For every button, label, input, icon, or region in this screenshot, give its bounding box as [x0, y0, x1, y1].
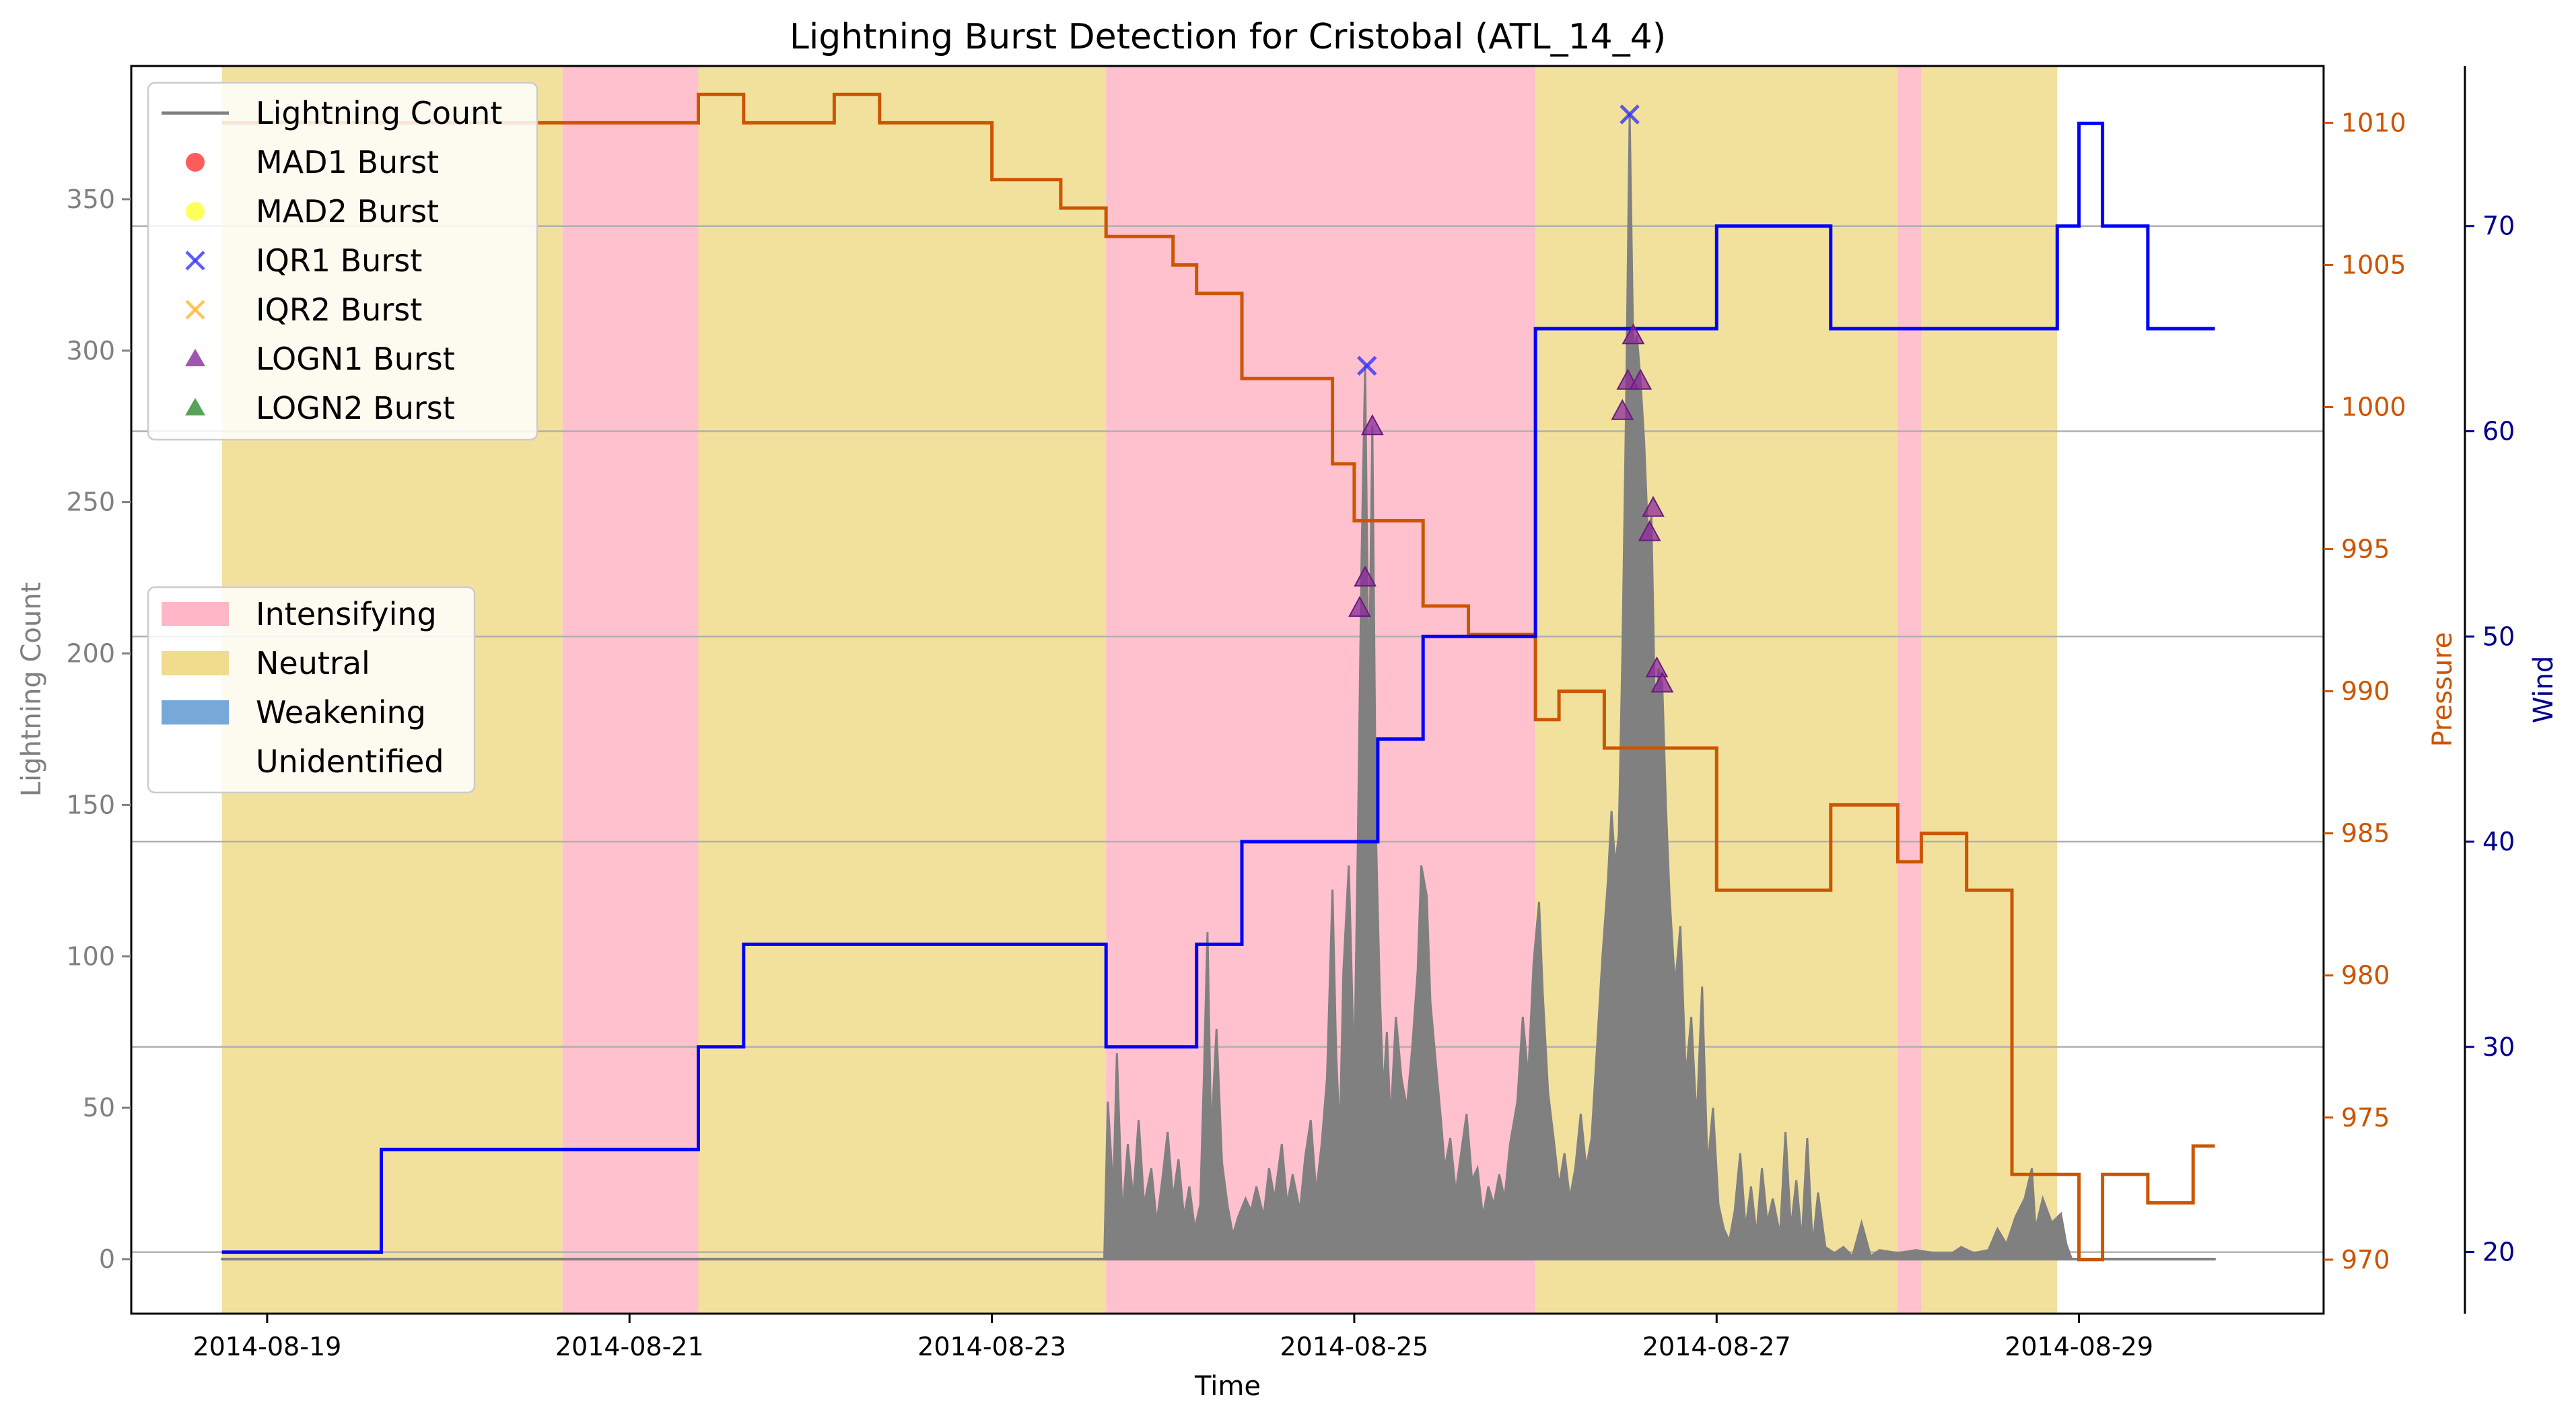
legend-circle-swatch: [186, 153, 205, 172]
chart-title: Lightning Burst Detection for Cristobal …: [790, 17, 1666, 57]
logn1-burst-marker: [1354, 565, 1377, 587]
pressure-tick-label: 1005: [2341, 250, 2406, 279]
x-axis-label: Time: [1194, 1371, 1261, 1402]
pressure-tick-label: 1010: [2341, 108, 2406, 137]
lightning-axis: 0 50 100 150 200 250 300 350: [66, 184, 131, 1274]
legend-phases: Intensifying Neutral Weakening Unidentified: [147, 586, 476, 794]
legend-markers-frame: [147, 81, 538, 441]
phase-band-intensifying: [562, 66, 699, 1314]
phase-band-intensifying: [1106, 66, 1536, 1314]
pressure-tick-label: 1000: [2341, 393, 2406, 422]
logn1-burst-marker: [1360, 414, 1384, 436]
pressure-tick-label: 995: [2341, 535, 2390, 564]
pressure-series: [221, 92, 2215, 1262]
pressure-tick-label: 980: [2341, 961, 2390, 990]
wind-tick-label: 20: [2482, 1238, 2515, 1267]
phase-band-neutral: [698, 66, 1107, 1314]
pressure-axis: 970 975 980 985 990 995 1000 1005 1010: [2324, 108, 2406, 1275]
legend-phase-entry: Neutral: [162, 645, 370, 681]
pressure-line: [221, 92, 2215, 1262]
iqr1-burst-marker: [1356, 356, 1377, 376]
legend-entry-label: LOGN1 Burst: [256, 341, 455, 377]
logn1-burst-marker: [1622, 323, 1645, 345]
legend-phase-entry: Unidentified: [256, 743, 444, 780]
wind-tick-label: 50: [2482, 621, 2515, 651]
wind-line: [221, 121, 2215, 1254]
pressure-axis-label: Pressure: [2427, 632, 2458, 747]
legend-entry-label: LOGN2 Burst: [256, 390, 455, 426]
wind-tick-label: 60: [2482, 416, 2515, 446]
legend-entry: IQR2 Burst: [185, 292, 422, 328]
legend-markers: Lightning Count MAD1 Burst MAD2 Burst IQR1 …: [147, 81, 538, 441]
logn1-burst-marker: [1611, 399, 1634, 420]
lightning-tick-label: 100: [66, 941, 115, 971]
legend-x-swatch: [185, 250, 205, 271]
phase-band-intensifying: [1898, 66, 1922, 1314]
legend-phase-swatch: [162, 700, 229, 724]
wind-tick-label: 40: [2482, 827, 2515, 856]
lightning-tick-label: 150: [66, 790, 115, 819]
wind-series: [221, 121, 2215, 1254]
legend-entry: MAD2 Burst: [186, 193, 439, 230]
burst-markers: [1348, 104, 1674, 693]
wind-tick-label: 30: [2482, 1032, 2515, 1062]
legend-phase-swatch: [162, 651, 229, 675]
logn1-burst-marker: [1629, 368, 1652, 390]
x-tick-label: 2014-08-23: [917, 1332, 1066, 1361]
wind-axis-label: Wind: [2528, 656, 2559, 724]
logn1-burst-marker: [1348, 595, 1371, 617]
legend-triangle-swatch: [185, 349, 205, 366]
legend-x-swatch: [185, 300, 205, 320]
x-tick-label: 2014-08-25: [1280, 1332, 1428, 1361]
x-tick-label: 2014-08-29: [2005, 1332, 2153, 1361]
logn1-burst-marker: [1645, 656, 1669, 678]
lightning-axis-label: Lightning Count: [16, 582, 47, 797]
lightning-count-series: [220, 114, 2216, 1261]
legend-entry: MAD1 Burst: [186, 144, 439, 180]
lightning-tick-label: 250: [66, 487, 115, 517]
legend-entry-label: MAD1 Burst: [256, 144, 439, 180]
legend-entry-label: IQR1 Burst: [256, 242, 422, 279]
pressure-tick-label: 975: [2341, 1103, 2390, 1133]
x-tick-label: 2014-08-27: [1642, 1332, 1791, 1361]
lightning-tick-label: 350: [66, 184, 115, 214]
legend-entry: LOGN2 Burst: [185, 390, 455, 426]
legend-entry-label: Lightning Count: [256, 95, 502, 131]
lightning-tick-label: 50: [83, 1093, 115, 1122]
legend-phase-label: Weakening: [256, 694, 426, 731]
legend-phase-label: Intensifying: [256, 596, 437, 632]
lightning-count-area: [220, 114, 2216, 1260]
pressure-tick-label: 970: [2341, 1245, 2390, 1275]
legend-phase-entry: Weakening: [162, 694, 426, 731]
lightning-tick-label: 200: [66, 639, 115, 669]
legend-entry: LOGN1 Burst: [185, 341, 455, 377]
logn1-burst-marker: [1642, 496, 1665, 517]
phase-band-neutral: [1921, 66, 2058, 1314]
legend-phases-frame: [147, 586, 476, 794]
x-tick-label: 2014-08-21: [555, 1332, 704, 1361]
legend-entry-label: MAD2 Burst: [256, 193, 439, 230]
legend-phase-label: Neutral: [256, 645, 370, 681]
pressure-tick-label: 985: [2341, 819, 2390, 848]
legend-entry: IQR1 Burst: [185, 242, 422, 279]
iqr1-burst-marker: [1620, 104, 1640, 125]
legend-entry-label: IQR2 Burst: [256, 292, 422, 328]
logn1-burst-marker: [1638, 520, 1661, 541]
legend-circle-swatch: [186, 202, 205, 221]
legend-phase-label: Unidentified: [256, 743, 444, 780]
x-tick-label: 2014-08-19: [193, 1332, 341, 1361]
wind-axis: 20 30 40 50 60 70: [2465, 211, 2515, 1267]
logn1-burst-marker: [1650, 671, 1674, 693]
lightning-tick-label: 300: [66, 336, 115, 366]
legend-phase-entry: Intensifying: [162, 596, 437, 632]
lightning-tick-label: 0: [99, 1244, 115, 1274]
plot-frame: [130, 65, 2325, 1315]
legend-entry: Lightning Count: [162, 95, 502, 131]
pressure-tick-label: 990: [2341, 677, 2390, 706]
legend-phase-swatch: [162, 602, 229, 626]
x-axis: 2014-08-19 2014-08-21 2014-08-23 2014-08-25…: [193, 1314, 2153, 1361]
legend-triangle-swatch: [185, 398, 205, 415]
wind-tick-label: 70: [2482, 211, 2515, 241]
